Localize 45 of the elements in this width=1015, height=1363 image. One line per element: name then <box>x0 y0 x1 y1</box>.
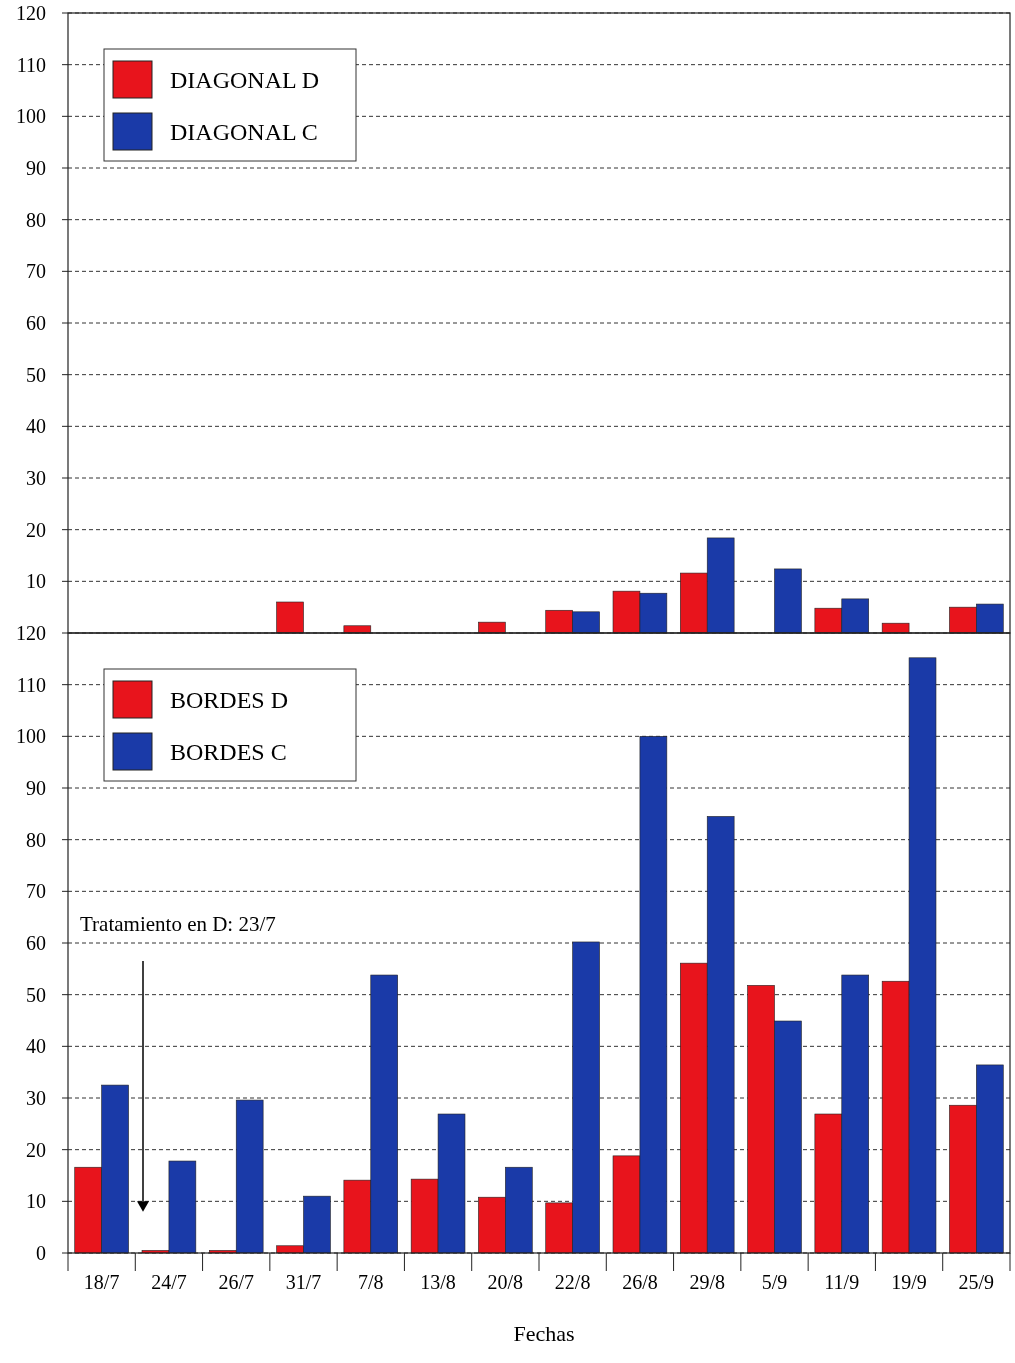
y-tick-label: 20 <box>26 518 46 541</box>
y-tick-label: 110 <box>16 53 46 76</box>
legend-label: BORDES C <box>170 739 287 766</box>
y-tick-label: 10 <box>26 1190 46 1213</box>
y-tick-label: 80 <box>26 208 46 231</box>
x-tick-label: 11/9 <box>824 1271 860 1293</box>
y-tick-label: 10 <box>26 570 46 593</box>
y-tick-label: 60 <box>26 312 46 334</box>
x-axis-title: Fechas <box>513 1321 575 1346</box>
x-tick-label: 29/8 <box>689 1271 725 1293</box>
y-tick-label: 50 <box>26 983 46 1006</box>
x-tick-label: 5/9 <box>761 1271 788 1293</box>
y-tick-label: 120 <box>16 2 46 24</box>
y-tick-label: 50 <box>26 363 46 386</box>
legend-label: BORDES D <box>170 687 289 714</box>
x-tick-label: 20/8 <box>487 1271 524 1293</box>
y-tick-label: 70 <box>26 260 46 283</box>
x-tick-label: 24/7 <box>151 1271 187 1293</box>
y-tick-label: 60 <box>26 932 46 954</box>
x-tick-label: 31/7 <box>285 1271 322 1293</box>
x-tick-label: 7/8 <box>358 1271 384 1293</box>
y-tick-label: 90 <box>26 157 46 179</box>
annotation: Tratamiento en D: 23/7 <box>80 912 276 936</box>
x-tick-label: 18/7 <box>83 1271 120 1293</box>
y-tick-label: 100 <box>16 725 46 748</box>
x-tick-label: 26/8 <box>622 1271 658 1293</box>
x-tick-label: 25/9 <box>958 1271 995 1293</box>
x-tick-label: 26/7 <box>218 1271 254 1293</box>
y-tick-label: 40 <box>26 1035 46 1058</box>
y-tick-label: 90 <box>26 777 46 799</box>
x-tick-label: 13/8 <box>420 1271 456 1293</box>
y-tick-label: 0 <box>36 1242 46 1264</box>
y-tick-label: 110 <box>16 673 46 696</box>
y-tick-label: 40 <box>26 415 46 438</box>
y-tick-label: 120 <box>16 622 46 644</box>
x-tick-label: 22/8 <box>554 1271 591 1293</box>
y-tick-label: 30 <box>26 1087 46 1109</box>
legend-label: DIAGONAL D <box>170 67 320 94</box>
y-tick-label: 80 <box>26 828 46 851</box>
y-tick-label: 70 <box>26 880 46 903</box>
y-tick-label: 20 <box>26 1138 46 1161</box>
x-tick-label: 19/9 <box>891 1271 927 1293</box>
y-tick-label: 30 <box>26 467 46 489</box>
legend-label: DIAGONAL C <box>170 119 318 146</box>
y-tick-label: 100 <box>16 105 46 128</box>
